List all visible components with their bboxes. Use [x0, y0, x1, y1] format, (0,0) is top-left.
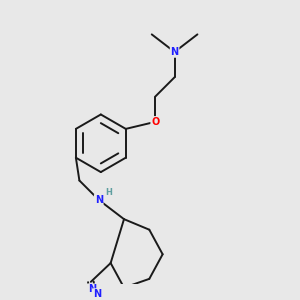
Text: O: O	[151, 117, 159, 127]
Text: N: N	[170, 47, 179, 57]
Text: N: N	[94, 195, 103, 205]
Text: H: H	[105, 188, 112, 196]
Text: N: N	[88, 284, 96, 294]
Text: N: N	[93, 289, 102, 299]
